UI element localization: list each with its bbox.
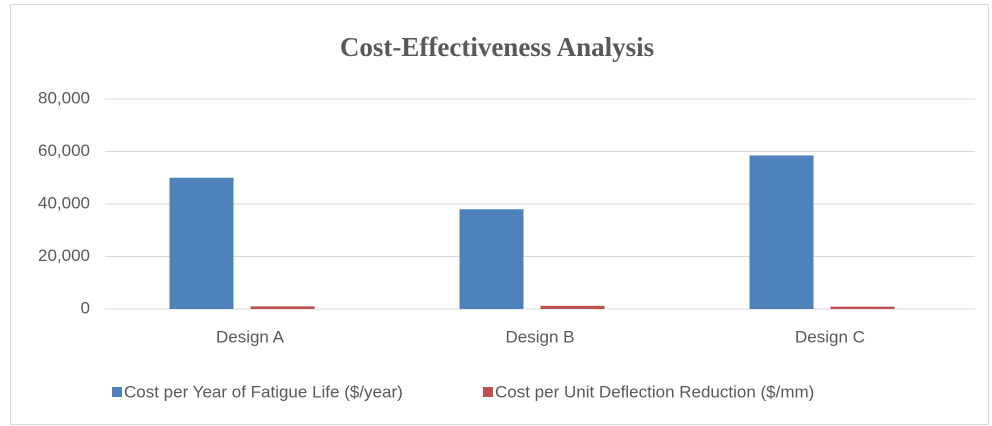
legend-label: Cost per Unit Deflection Reduction ($/mm… [495, 382, 814, 401]
y-tick-label: 0 [81, 298, 90, 317]
x-tick-label: Design B [506, 327, 575, 346]
y-tick-label: 40,000 [38, 193, 90, 212]
bar [830, 306, 895, 309]
y-tick-label: 20,000 [38, 246, 90, 265]
x-tick-label: Design A [216, 327, 285, 346]
bar [459, 209, 524, 309]
legend-swatch [483, 387, 493, 397]
bar [169, 177, 234, 309]
bar [250, 306, 315, 309]
x-tick-label: Design C [795, 327, 865, 346]
chart-title: Cost-Effectiveness Analysis [340, 32, 654, 62]
legend-swatch [112, 387, 122, 397]
y-tick-label: 80,000 [38, 88, 90, 107]
bar [749, 155, 814, 309]
y-tick-label: 60,000 [38, 141, 90, 160]
legend-label: Cost per Year of Fatigue Life ($/year) [124, 382, 403, 401]
bar [540, 305, 605, 309]
